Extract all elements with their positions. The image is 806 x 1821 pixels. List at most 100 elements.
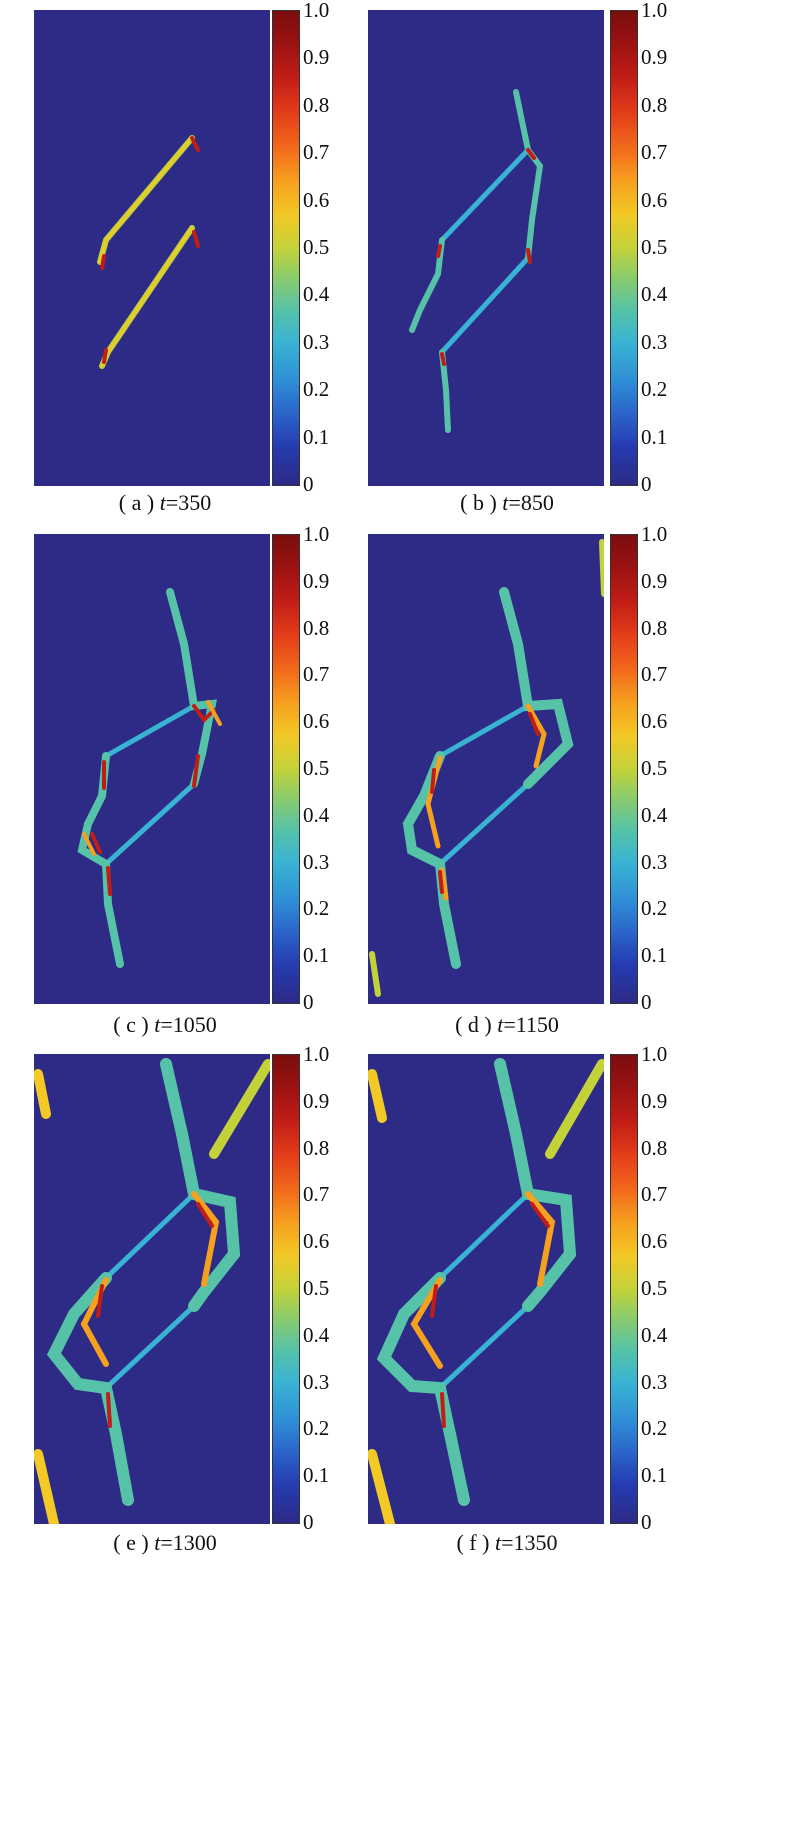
colorbar-tick-label: 0 bbox=[303, 472, 314, 496]
crack-pattern-c bbox=[77, 588, 222, 968]
colorbar-tick-label: 0.6 bbox=[641, 709, 668, 734]
colorbar-tick-label: 0.7 bbox=[641, 1182, 668, 1207]
colorbar-tick-label: 0.5 bbox=[641, 756, 668, 780]
colorbar-tick-label: 0.2 bbox=[303, 1416, 330, 1441]
caption-f-t: t bbox=[494, 1530, 502, 1555]
colorbar-tick-label: 0.8 bbox=[641, 1135, 668, 1160]
colorbar-tick-label: 0.1 bbox=[303, 1463, 330, 1488]
caption-e: ( e ) t=1300 bbox=[70, 1530, 260, 1556]
colorbar-tick-label: 0.1 bbox=[641, 943, 668, 968]
colorbar-tick-label: 0.9 bbox=[303, 568, 330, 593]
colorbar-tick-label: 0.6 bbox=[303, 187, 330, 212]
field-map-b bbox=[368, 10, 604, 486]
caption-c-letter: ( c ) bbox=[113, 1012, 149, 1037]
colorbar-tick-label: 0.4 bbox=[641, 1322, 668, 1347]
caption-f-value: =1350 bbox=[501, 1530, 558, 1555]
colorbar-tick-label: 0.7 bbox=[641, 140, 668, 165]
colorbar-tick-label: 0.4 bbox=[641, 802, 668, 827]
colorbar-tick-label: 1.0 bbox=[641, 1042, 668, 1066]
caption-c-t: t bbox=[154, 1012, 161, 1037]
field-map-e bbox=[34, 1054, 270, 1524]
colorbar-tick-label: 0.7 bbox=[303, 140, 330, 165]
field-map-f bbox=[368, 1054, 604, 1524]
colorbar-tick-label: 0.3 bbox=[303, 1369, 330, 1394]
colorbar-tick-label: 0 bbox=[641, 1510, 652, 1534]
colorbar-tick-label: 0.9 bbox=[641, 45, 668, 70]
colorbar-tick-label: 0.9 bbox=[641, 1088, 668, 1113]
caption-d-t: t bbox=[497, 1012, 504, 1037]
caption-a-letter: ( a ) bbox=[118, 490, 155, 515]
colorbar-tick-label: 0.5 bbox=[303, 235, 330, 259]
caption-e-value: =1300 bbox=[160, 1530, 217, 1555]
caption-d: ( d ) t=1150 bbox=[412, 1012, 602, 1038]
colorbar-e bbox=[272, 1054, 300, 1524]
colorbar-tick-label: 0 bbox=[303, 990, 314, 1014]
caption-c: ( c ) t=1050 bbox=[70, 1012, 260, 1038]
caption-e-letter: ( e ) bbox=[113, 1530, 149, 1555]
field-map-d bbox=[368, 534, 604, 1004]
colorbar-tick-label: 0.6 bbox=[641, 187, 668, 212]
caption-d-value: =1150 bbox=[503, 1012, 559, 1037]
colorbar-d bbox=[610, 534, 638, 1004]
colorbar-c bbox=[272, 534, 300, 1004]
caption-b-t: t bbox=[502, 490, 509, 515]
caption-e-t: t bbox=[154, 1530, 161, 1555]
colorbar-tick-label: 1.0 bbox=[303, 1042, 330, 1066]
caption-c-value: =1050 bbox=[160, 1012, 217, 1037]
colorbar-tick-label: 0.1 bbox=[303, 424, 330, 449]
colorbar-tick-label: 0.4 bbox=[303, 802, 330, 827]
colorbar-tick-label: 1.0 bbox=[641, 522, 668, 546]
crack-pattern-f bbox=[368, 1058, 604, 1524]
colorbar-f bbox=[610, 1054, 638, 1524]
colorbar-a bbox=[272, 10, 300, 486]
colorbar-tick-label: 0 bbox=[641, 990, 652, 1014]
colorbar-tick-label: 0.8 bbox=[303, 92, 330, 117]
colorbar-b bbox=[610, 10, 638, 486]
caption-a-t: t bbox=[159, 490, 166, 515]
crack-pattern-b bbox=[409, 89, 544, 433]
colorbar-tick-label: 0.7 bbox=[303, 662, 330, 687]
caption-f: ( f ) t=1350 bbox=[412, 1530, 602, 1556]
colorbar-tick-label: 0.2 bbox=[303, 896, 330, 921]
colorbar-tick-label: 0.7 bbox=[641, 662, 668, 687]
colorbar-tick-label: 0.8 bbox=[303, 1135, 330, 1160]
colorbar-tick-label: 0.2 bbox=[641, 896, 668, 921]
colorbar-tick-label: 0.8 bbox=[641, 615, 668, 640]
colorbar-tick-label: 0.4 bbox=[303, 1322, 330, 1347]
colorbar-tick-label: 0.6 bbox=[641, 1229, 668, 1254]
crack-pattern-e bbox=[34, 1058, 270, 1524]
colorbar-tick-label: 0.3 bbox=[303, 329, 330, 354]
colorbar-tick-label: 0.9 bbox=[303, 1088, 330, 1113]
colorbar-tick-label: 0.8 bbox=[303, 615, 330, 640]
colorbar-tick-label: 0.3 bbox=[641, 329, 668, 354]
caption-a-value: =350 bbox=[165, 490, 212, 515]
colorbar-tick-label: 0.7 bbox=[303, 1182, 330, 1207]
colorbar-tick-label: 0.4 bbox=[303, 282, 330, 307]
colorbar-tick-label: 0.1 bbox=[303, 943, 330, 968]
colorbar-tick-label: 0.6 bbox=[303, 1229, 330, 1254]
crack-pattern-a bbox=[97, 135, 200, 369]
colorbar-tick-label: 0.4 bbox=[641, 282, 668, 307]
colorbar-tick-label: 1.0 bbox=[303, 0, 330, 22]
colorbar-tick-label: 0.1 bbox=[641, 424, 668, 449]
colorbar-tick-label: 0.2 bbox=[641, 1416, 668, 1441]
colorbar-tick-label: 0.3 bbox=[641, 849, 668, 874]
colorbar-tick-label: 0.2 bbox=[303, 377, 330, 402]
colorbar-tick-label: 0.3 bbox=[641, 1369, 668, 1394]
colorbar-tick-label: 0.5 bbox=[641, 1276, 668, 1300]
colorbar-tick-label: 0.2 bbox=[641, 377, 668, 402]
colorbar-tick-label: 0.3 bbox=[303, 849, 330, 874]
colorbar-tick-label: 0 bbox=[303, 1510, 314, 1534]
colorbar-tick-label: 0.5 bbox=[303, 756, 330, 780]
caption-f-letter: ( f ) bbox=[456, 1530, 490, 1555]
caption-a: ( a ) t=350 bbox=[70, 490, 260, 516]
colorbar-tick-label: 0.9 bbox=[641, 568, 668, 593]
crack-pattern-d bbox=[369, 539, 604, 997]
colorbar-tick-label: 1.0 bbox=[641, 0, 668, 22]
caption-b: ( b ) t=850 bbox=[412, 490, 602, 516]
caption-b-value: =850 bbox=[508, 490, 554, 515]
colorbar-tick-label: 0.1 bbox=[641, 1463, 668, 1488]
colorbar-tick-label: 1.0 bbox=[303, 522, 330, 546]
colorbar-tick-label: 0.6 bbox=[303, 709, 330, 734]
colorbar-tick-label: 0.9 bbox=[303, 45, 330, 70]
